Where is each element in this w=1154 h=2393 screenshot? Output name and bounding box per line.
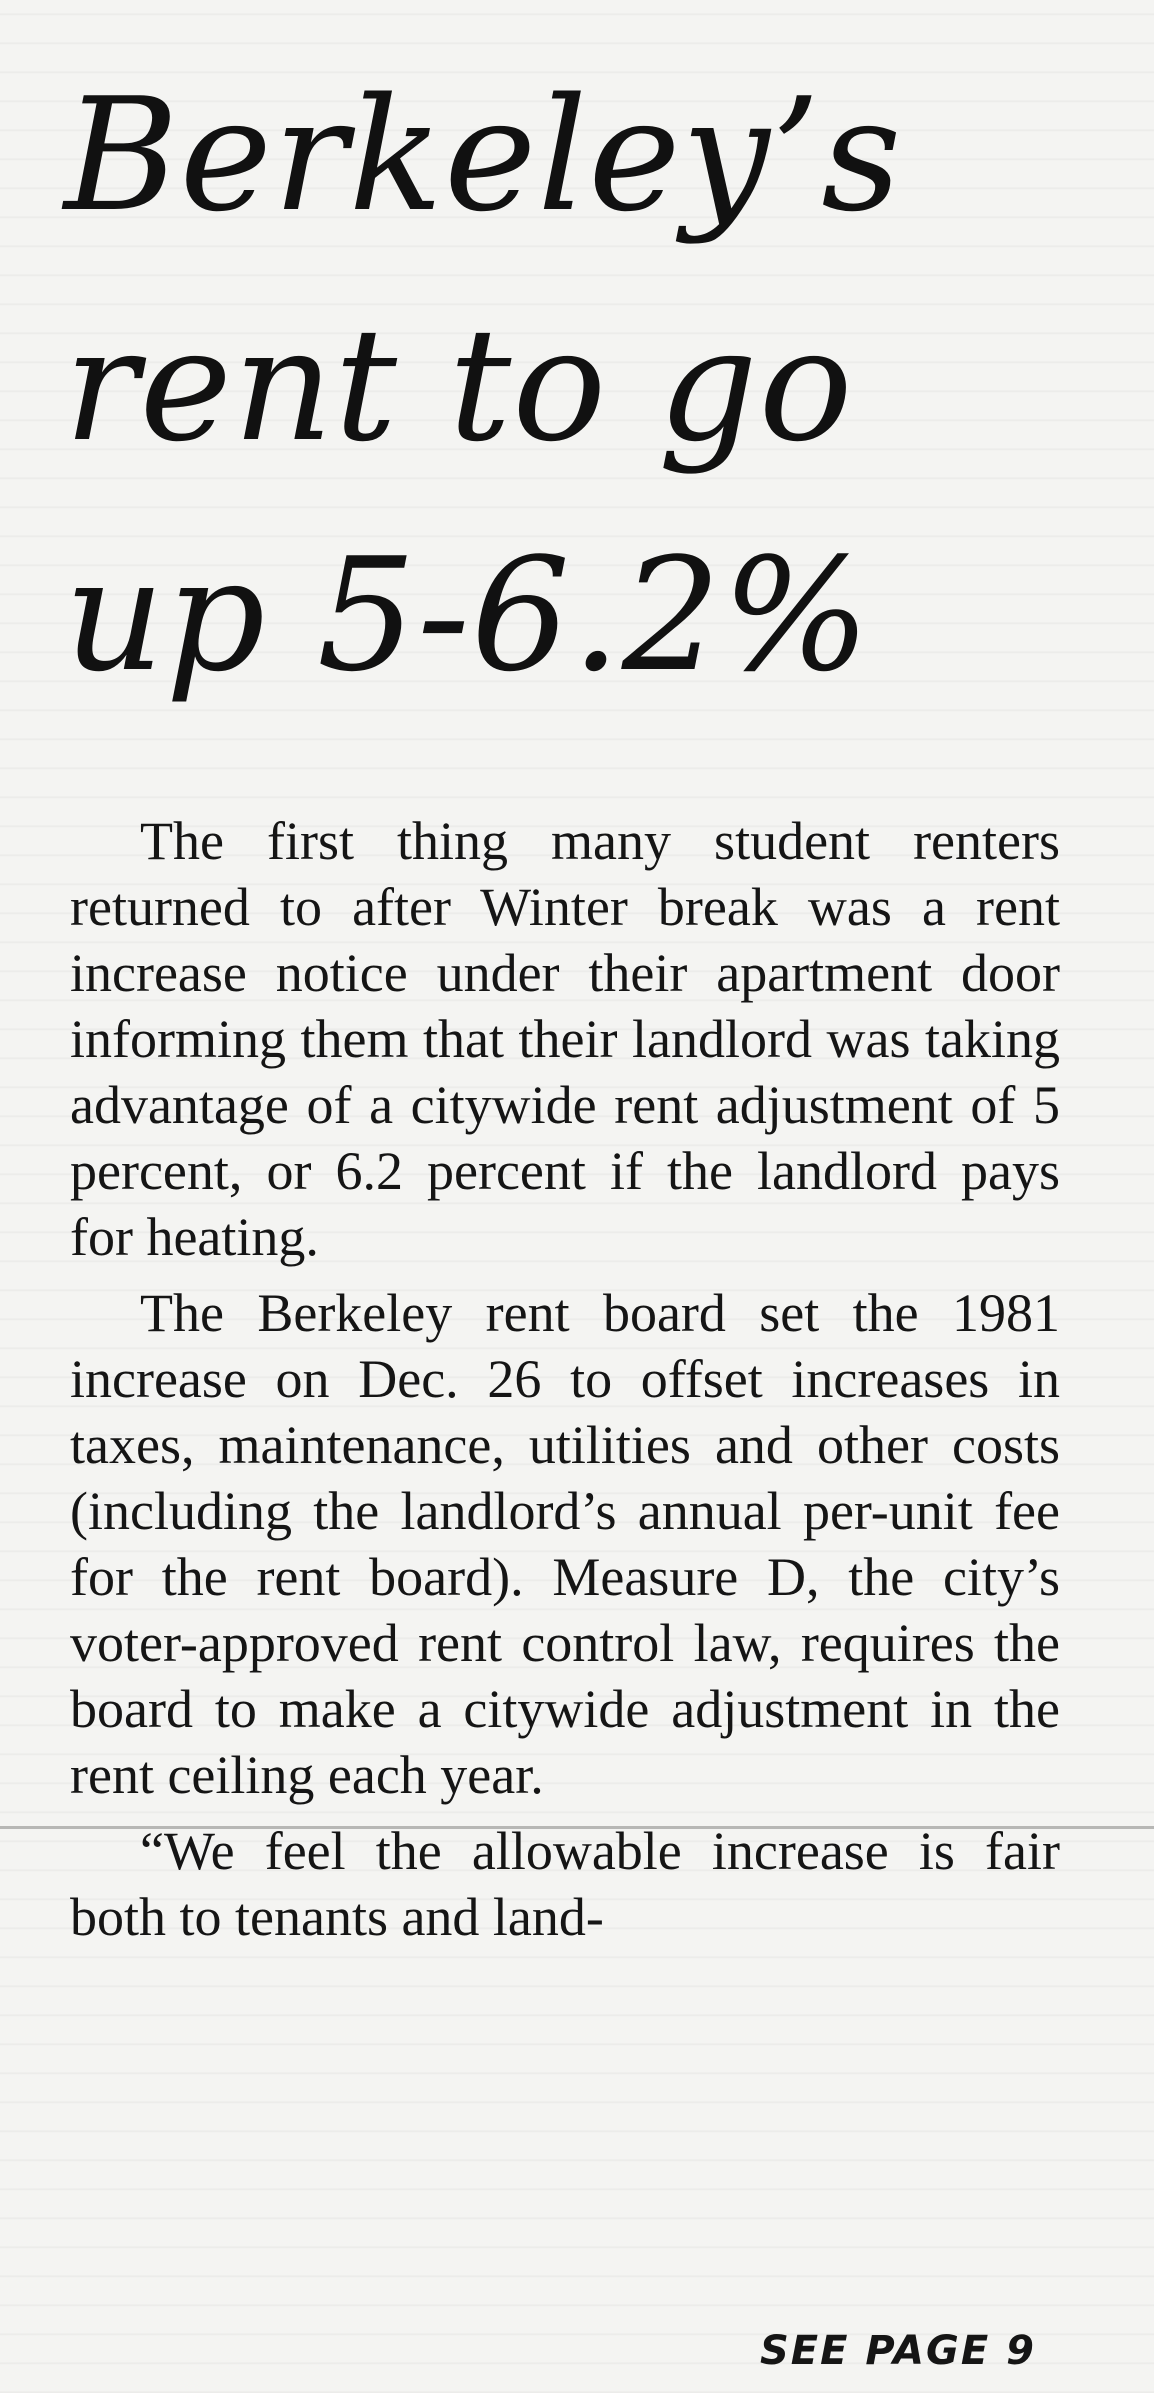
headline-line-3: up 5-6.2% [64,524,872,706]
headline-line-1: Berkeley’s [64,64,903,246]
headline-line-2: rent to go [64,294,854,476]
article-body: The first thing many student renters ret… [70,808,1060,1950]
scan-streak [0,1826,1154,1829]
paragraph-2: The Berkeley rent board set the 1981 inc… [70,1283,1060,1805]
continuation-jump-line: SEE PAGE 9 [760,2328,1036,2374]
paragraph-3: “We feel the allowable increase is fair … [70,1821,1060,1947]
headline: Berkeley’s rent to go up 5-6.2% [64,40,1124,730]
paragraph-1: The first thing many student renters ret… [70,811,1060,1267]
